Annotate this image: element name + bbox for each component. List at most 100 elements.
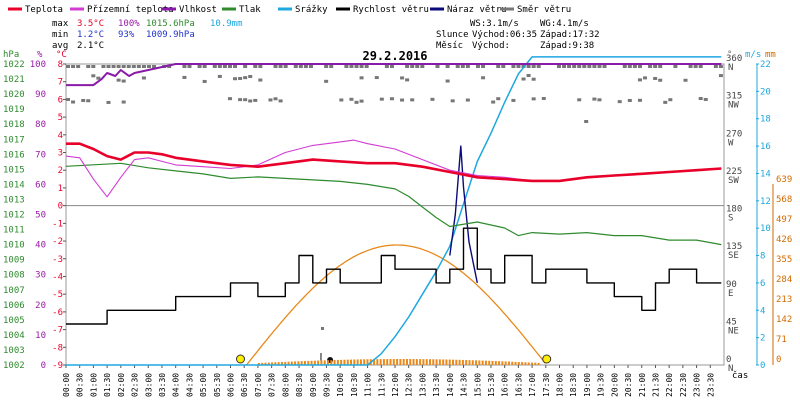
wind-direction-dot [293, 65, 298, 68]
sun-label: Slunce [436, 30, 469, 40]
pressure-tick-label: 1008 [3, 271, 25, 281]
unit-deg: ° [727, 50, 732, 60]
wind-direction-dot [273, 65, 278, 68]
wind-direction-dot [602, 65, 607, 68]
rain-rate-bar [475, 360, 478, 365]
wind-direction-dot [389, 65, 394, 68]
wind-direction-dot [359, 65, 364, 68]
wind-wg: WG:4.1m/s [540, 19, 589, 29]
rain-rate-bar [297, 361, 300, 365]
rain-rate-bar [287, 361, 290, 365]
temperature-tick-label: 4 [58, 131, 63, 141]
wind-direction-dot [597, 98, 602, 102]
wind-direction-dot [66, 97, 70, 101]
wind-direction-dot [268, 98, 273, 102]
time-tick-label: 20:30 [624, 373, 633, 397]
wind-direction-dot [460, 65, 465, 68]
rain-rate-bar [327, 360, 330, 365]
rain-rate-bar [514, 361, 517, 365]
temperature-tick-label: 0 [58, 202, 63, 212]
stats-avg-label: avg [52, 41, 68, 51]
time-tick-label: 08:30 [295, 373, 304, 397]
temperature-tick-label: -9 [52, 361, 63, 371]
wind-tick-label: 12 [760, 197, 771, 207]
wind-direction-dot [536, 65, 541, 68]
series-n-raz-v-tru [449, 145, 478, 284]
wind-direction-dot [182, 75, 187, 79]
wind-direction-dot [713, 65, 718, 68]
wind-direction-dot [587, 65, 592, 68]
stats-max-press: 1015.6hPa [146, 19, 195, 29]
wind-direction-dot [197, 65, 202, 68]
temperature-tick-label: -2 [52, 237, 63, 247]
wind-direction-dot [673, 65, 678, 68]
wind-direction-dot [450, 99, 455, 103]
wind-direction-dot [238, 76, 243, 80]
rain-rate-bar [455, 359, 458, 365]
wind-direction-dot [455, 65, 460, 68]
direction-tick-dir: N [728, 364, 733, 374]
wind-direction-dot [420, 65, 425, 68]
wind-direction-dot [531, 97, 536, 101]
rain-rate-bar [264, 362, 267, 365]
rain-rate-bar [409, 359, 412, 365]
time-tick-label: 04:30 [185, 373, 194, 397]
wind-direction-dot [141, 65, 146, 68]
rain-rate-bar [468, 360, 471, 365]
wind-direction-dot [339, 98, 344, 102]
wind-direction-dot [76, 65, 81, 68]
rain-rate-bar [498, 361, 501, 365]
stats-max-temp: 3.5°C [77, 19, 104, 29]
wind-tick-label: 0 [760, 361, 765, 371]
time-tick-label: 15:30 [487, 373, 496, 397]
rain-rate-bar [257, 363, 260, 365]
wind-direction-dot [106, 100, 111, 104]
wind-direction-dot [597, 65, 602, 68]
rain-tick-label: 284 [776, 275, 792, 285]
temperature-tick-label: -3 [52, 255, 63, 265]
rain-rate-bar [527, 362, 530, 365]
wind-direction-dot [324, 79, 329, 83]
rain-rate-bar [300, 361, 303, 365]
rain-rate-bar [379, 359, 382, 365]
pressure-tick-label: 1022 [3, 60, 25, 70]
wind-direction-dot [435, 65, 440, 68]
temperature-tick-label: 1 [58, 184, 63, 194]
direction-tick-dir: SE [728, 251, 739, 261]
sunrise-marker [235, 354, 245, 364]
wind-direction-dot [243, 76, 248, 80]
wind-tick-label: 22 [760, 60, 771, 70]
rain-tick-label: 213 [776, 295, 792, 305]
pressure-tick-label: 1003 [3, 346, 25, 356]
rain-rate-bar [356, 359, 359, 365]
rain-rate-bar [323, 360, 326, 365]
pressure-tick-label: 1011 [3, 226, 25, 236]
rain-rate-bar [517, 362, 520, 365]
temperature-tick-label: 2 [58, 166, 63, 176]
wind-direction-dot [126, 65, 131, 68]
rain-rate-bar [494, 361, 497, 365]
stats-min-label: min [52, 30, 68, 40]
time-tick-label: 23:00 [693, 373, 702, 397]
wind-direction-dot [405, 65, 410, 68]
wind-direction-dot [71, 65, 76, 68]
wind-direction-dot [501, 65, 506, 68]
direction-tick-value: 90 [726, 280, 737, 290]
wind-direction-dot [91, 65, 96, 68]
wind-direction-dot [298, 65, 303, 68]
rain-rate-bar [284, 361, 287, 365]
wind-direction-dot [703, 97, 708, 101]
wind-direction-dot [465, 98, 470, 102]
wind-direction-dot [643, 76, 648, 80]
time-tick-label: 21:30 [651, 373, 660, 397]
legend-label: Přízemní teplota [87, 5, 174, 15]
humidity-tick-label: 30 [35, 271, 46, 281]
time-tick-label: 05:00 [199, 373, 208, 397]
wind-direction-dot [273, 97, 278, 101]
direction-tick-value: 0 [726, 355, 731, 365]
time-tick-label: 13:30 [432, 373, 441, 397]
wind-ws: WS:3.1m/s [470, 19, 519, 29]
wind-direction-dot [389, 97, 394, 101]
humidity-tick-label: 10 [35, 331, 46, 341]
rain-rate-bar [481, 360, 484, 365]
